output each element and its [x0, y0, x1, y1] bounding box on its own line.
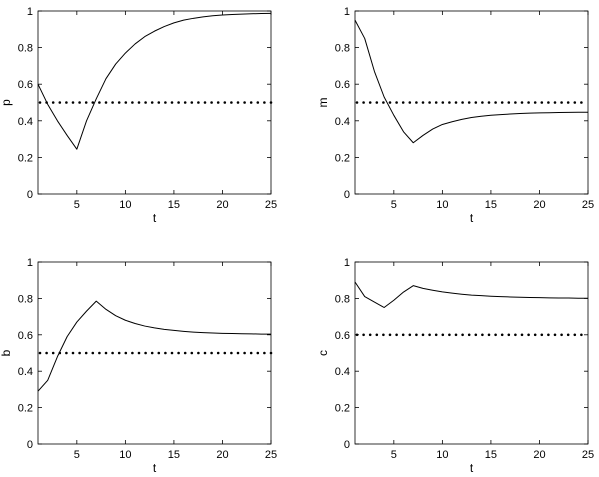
y-axis-label: p [0, 99, 13, 106]
y-tick-label: 0.6 [18, 330, 33, 342]
y-tick-label: 0.8 [335, 43, 350, 55]
series-line-1 [37, 12, 272, 150]
y-tick-label: 0.6 [335, 79, 350, 91]
x-tick-label: 25 [582, 199, 594, 211]
subplot-3: 5 10 15 20 25 0 0.2 0.4 0.6 0.8 1 t b [0, 257, 277, 475]
subplot-4: 5 10 15 20 25 0 0.2 0.4 0.6 0.8 1 t c [316, 257, 594, 475]
y-tick-label: 1 [344, 257, 350, 269]
y-tick-label: 0.4 [18, 366, 33, 378]
x-tick-label: 5 [391, 199, 397, 211]
x-tick-label: 20 [533, 199, 545, 211]
y-axis-label: b [0, 349, 13, 356]
y-tick-label: 0.6 [18, 79, 33, 91]
x-tick-label: 20 [216, 449, 228, 461]
series-line-1 [37, 300, 271, 392]
x-axis-label: t [470, 211, 474, 225]
y-tick-label: 0.8 [18, 43, 33, 55]
y-tick-label: 1 [27, 6, 33, 18]
y-tick-label: 0 [27, 189, 33, 201]
x-tick-label: 20 [216, 199, 228, 211]
x-tick-label: 15 [485, 199, 497, 211]
x-tick-label: 10 [119, 199, 131, 211]
series-line-1 [354, 281, 588, 308]
x-tick-label: 25 [265, 449, 277, 461]
x-tick-label: 10 [436, 449, 448, 461]
x-tick-label: 15 [168, 199, 180, 211]
x-axis-label: t [153, 461, 157, 475]
y-axis-label: m [316, 98, 330, 108]
y-tick-label: 1 [344, 6, 350, 18]
x-tick-label: 10 [119, 449, 131, 461]
x-tick-label: 10 [436, 199, 448, 211]
x-tick-label: 20 [533, 449, 545, 461]
y-tick-label: 1 [27, 257, 33, 269]
x-tick-label: 15 [485, 449, 497, 461]
x-tick-label: 5 [74, 199, 80, 211]
x-tick-label: 25 [582, 449, 594, 461]
x-tick-label: 5 [74, 449, 80, 461]
y-tick-label: 0.8 [18, 293, 33, 305]
y-tick-label: 0 [344, 189, 350, 201]
y-tick-label: 0.4 [18, 116, 33, 128]
y-tick-label: 0.2 [18, 403, 33, 415]
y-tick-label: 0.8 [335, 293, 350, 305]
subplot-2: 5 10 15 20 25 0 0.2 0.4 0.6 0.8 1 t m [316, 6, 594, 225]
x-tick-label: 15 [168, 449, 180, 461]
subplot-1: 5 10 15 20 25 0 0.2 0.4 0.6 0.8 1 t p [0, 6, 277, 225]
y-tick-label: 0.2 [335, 403, 350, 415]
y-axis-label: c [316, 350, 330, 356]
x-axis-label: t [470, 461, 474, 475]
y-tick-label: 0.2 [18, 152, 33, 164]
y-tick-label: 0.2 [335, 152, 350, 164]
x-tick-label: 25 [265, 199, 277, 211]
y-tick-label: 0.4 [335, 366, 350, 378]
y-tick-label: 0.4 [335, 116, 350, 128]
series-line-1 [354, 19, 588, 144]
y-tick-label: 0 [344, 439, 350, 451]
x-axis-label: t [153, 211, 157, 225]
y-tick-label: 0.6 [335, 330, 350, 342]
y-tick-label: 0 [27, 439, 33, 451]
axes-frame [354, 261, 589, 445]
x-tick-label: 5 [391, 449, 397, 461]
